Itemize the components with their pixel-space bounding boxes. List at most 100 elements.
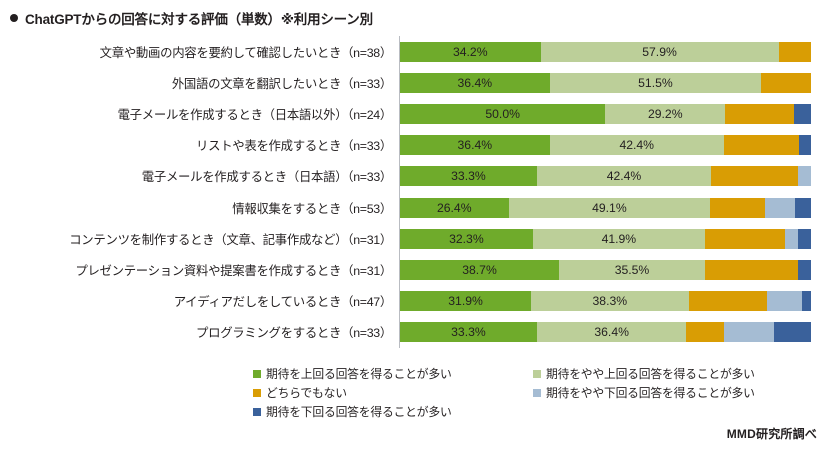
bar-area: 31.9% 38.3%	[399, 285, 839, 317]
category-axis-line	[399, 67, 400, 99]
legend-item[interactable]: 期待をやや下回る回答を得ることが多い	[533, 383, 755, 402]
category-label: コンテンツを制作するとき（文章、記事作成など）（n=31）	[69, 232, 392, 247]
bar-segment-4	[784, 228, 798, 249]
bar-segment-1: 36.4%	[400, 135, 550, 156]
stacked-bar: 38.7% 35.5%	[400, 259, 811, 280]
chart-legend: 期待を上回る回答を得ることが多い どちらでもない 期待を下回る回答を得ることが多い …	[0, 362, 839, 422]
category-label: 電子メールを作成するとき（日本語以外）（n=24）	[117, 107, 393, 122]
chart-row: リストや表を作成するとき（n=33） 36.4% 42.4%	[0, 129, 839, 161]
category-axis-line	[399, 36, 400, 68]
legend-label: 期待を下回る回答を得ることが多い	[266, 405, 452, 419]
bar-segment-2: 35.5%	[559, 259, 705, 280]
bar-segment-4	[723, 322, 774, 343]
stacked-bar: 50.0% 29.2%	[400, 103, 811, 124]
chart-row: 文章や動画の内容を要約して確認したいとき（n=38） 34.2% 57.9%	[0, 36, 839, 68]
category-axis-line	[399, 160, 400, 192]
bar-area: 50.0% 29.2%	[399, 98, 839, 130]
bar-segment-3	[704, 259, 798, 280]
bar-segment-2: 42.4%	[549, 135, 724, 156]
chart-row: プログラミングをするとき（n=33） 33.3% 36.4%	[0, 316, 839, 348]
bar-segment-3	[688, 291, 767, 312]
category-axis-line	[399, 254, 400, 286]
source-credit: MMD研究所調べ	[726, 427, 817, 441]
category-axis-line	[399, 98, 400, 130]
legend-item[interactable]: 期待を上回る回答を得ることが多い	[253, 364, 452, 383]
bar-segment-5	[795, 197, 811, 218]
legend-column-left: 期待を上回る回答を得ることが多いどちらでもない期待を下回る回答を得ることが多い	[253, 364, 452, 421]
legend-item[interactable]: 期待をやや上回る回答を得ることが多い	[533, 364, 755, 383]
bar-segment-2: 42.4%	[536, 166, 712, 187]
bar-segment-2: 38.3%	[531, 291, 689, 312]
category-axis-line	[399, 129, 400, 161]
stacked-bar: 36.4% 42.4%	[400, 135, 811, 156]
category-axis-line	[399, 223, 400, 255]
stacked-bar: 33.3% 36.4%	[400, 322, 811, 343]
stacked-bar: 32.3% 41.9%	[400, 228, 811, 249]
bar-segment-2: 57.9%	[540, 41, 779, 62]
category-axis-line	[399, 316, 400, 348]
bar-segment-1: 36.4%	[400, 72, 550, 93]
legend-label: 期待を上回る回答を得ることが多い	[266, 367, 452, 381]
bar-segment-2: 49.1%	[508, 197, 711, 218]
chart-row: 電子メールを作成するとき（日本語以外）（n=24） 50.0% 29.2%	[0, 98, 839, 130]
bar-segment-2: 29.2%	[605, 103, 726, 124]
stacked-bar: 26.4% 49.1%	[400, 197, 811, 218]
category-axis-line	[399, 191, 400, 224]
bar-segment-2: 51.5%	[549, 72, 762, 93]
legend-label: 期待をやや上回る回答を得ることが多い	[546, 367, 755, 381]
legend-swatch-icon	[253, 388, 261, 397]
bar-segment-5	[801, 291, 811, 312]
bar-area: 38.7% 35.5%	[399, 254, 839, 286]
bullet-dot-icon	[10, 14, 18, 22]
bar-segment-1: 50.0%	[400, 103, 606, 124]
chart-row: 情報収集をするとき（n=53） 26.4% 49.1%	[0, 191, 839, 224]
category-label: 情報収集をするとき（n=53）	[232, 201, 392, 216]
legend-swatch-icon	[533, 388, 541, 397]
bar-segment-3	[723, 135, 799, 156]
legend-label: 期待をやや下回る回答を得ることが多い	[546, 386, 755, 400]
bar-segment-3	[704, 228, 785, 249]
bar-segment-2: 36.4%	[536, 322, 687, 343]
legend-item[interactable]: どちらでもない	[253, 383, 452, 402]
bar-segment-1: 34.2%	[400, 41, 541, 62]
bar-segment-3	[711, 166, 799, 187]
stacked-bar: 33.3% 42.4%	[400, 166, 811, 187]
bar-segment-5	[797, 228, 811, 249]
bar-segment-3	[710, 197, 765, 218]
bar-segment-1: 33.3%	[400, 166, 537, 187]
bar-segment-1: 31.9%	[400, 291, 532, 312]
bar-segment-2: 41.9%	[532, 228, 705, 249]
legend-swatch-icon	[253, 369, 261, 378]
page-title-text: ChatGPTからの回答に対する評価（単数）※利用シーン別	[25, 12, 373, 27]
bar-area: 33.3% 42.4%	[399, 160, 839, 192]
bar-segment-3	[686, 322, 724, 343]
bar-segment-5	[798, 135, 811, 156]
bar-segment-1: 38.7%	[400, 259, 560, 280]
stacked-bar: 36.4% 51.5%	[400, 72, 811, 93]
bar-segment-3	[725, 103, 794, 124]
bar-area: 26.4% 49.1%	[399, 191, 839, 224]
chart-row: コンテンツを制作するとき（文章、記事作成など）（n=31） 32.3% 41.9%	[0, 223, 839, 255]
bar-area: 36.4% 51.5%	[399, 67, 839, 99]
stacked-bar: 31.9% 38.3%	[400, 291, 811, 312]
bar-segment-4	[767, 291, 802, 312]
category-label: プログラミングをするとき（n=33）	[196, 326, 392, 341]
legend-column-right: 期待をやや上回る回答を得ることが多い 期待をやや下回る回答を得ることが多い	[533, 364, 755, 402]
bar-segment-4	[764, 197, 796, 218]
bar-segment-5	[793, 103, 811, 124]
legend-swatch-icon	[253, 407, 261, 416]
chart-row: 外国語の文章を翻訳したいとき（n=33） 36.4% 51.5%	[0, 67, 839, 99]
bar-area: 36.4% 42.4%	[399, 129, 839, 161]
bar-area: 34.2% 57.9%	[399, 36, 839, 68]
legend-item[interactable]: 期待を下回る回答を得ることが多い	[253, 402, 452, 421]
chart-row: プレゼンテーション資料や提案書を作成するとき（n=31） 38.7% 35.5%	[0, 254, 839, 286]
bar-segment-5	[797, 259, 811, 280]
category-label: アイディアだしをしているとき（n=47）	[173, 295, 393, 310]
legend-swatch-icon	[533, 369, 541, 378]
bar-segment-1: 26.4%	[400, 197, 509, 218]
category-label: リストや表を作成するとき（n=33）	[196, 139, 392, 154]
bar-area: 33.3% 36.4%	[399, 316, 839, 348]
chart-row: アイディアだしをしているとき（n=47） 31.9% 38.3%	[0, 285, 839, 317]
bar-area: 32.3% 41.9%	[399, 223, 839, 255]
